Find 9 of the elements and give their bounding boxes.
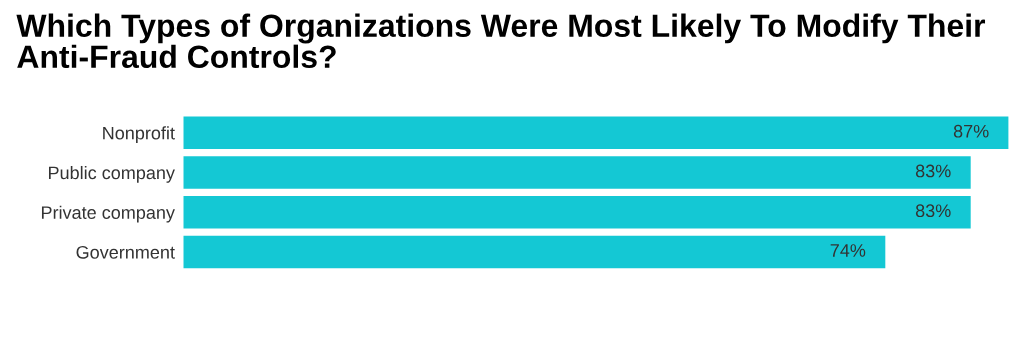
data-label: 74%: [830, 244, 866, 257]
y-tick-label: Nonprofit: [103, 126, 175, 144]
y-tick-label: Private company: [41, 205, 175, 223]
data-label: 83%: [915, 164, 951, 178]
data-label: 83%: [915, 204, 951, 218]
y-tick-label: Government: [76, 245, 175, 259]
data-label: 87%: [953, 124, 989, 138]
y-tick-label: Public company: [48, 165, 175, 183]
chart-title: Which Types of Organizations Were Most Likely To Modify Their Anti-Fraud Controls?: [16, 13, 986, 69]
